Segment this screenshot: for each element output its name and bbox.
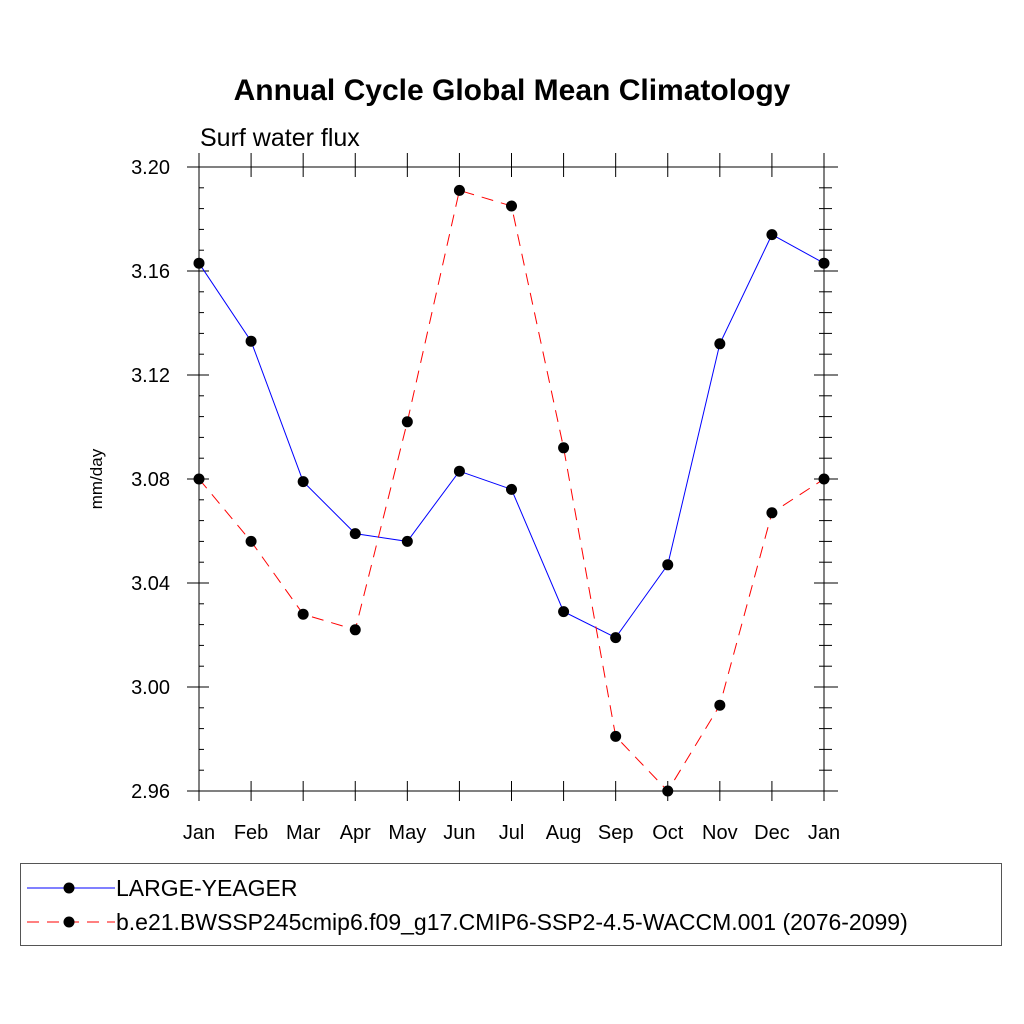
series-2-point [610, 730, 622, 742]
x-tick-label: Dec [754, 822, 790, 844]
legend: LARGE-YEAGER b.e21.BWSSP245cmip6.f09_g17… [20, 863, 1002, 946]
chart-subtitle: Surf water flux [200, 124, 360, 152]
legend-item-large-yeager: LARGE-YEAGER [21, 872, 1001, 908]
x-tick-label: Jul [499, 822, 525, 844]
series-1-point [245, 335, 257, 347]
y-tick-label: 3.04 [131, 573, 170, 595]
legend-label-2: b.e21.BWSSP245cmip6.f09_g17.CMIP6-SSP2-4… [116, 909, 908, 935]
y-tick-label: 3.00 [131, 677, 170, 699]
x-tick-label: Sep [598, 822, 634, 844]
series-1-point [610, 632, 622, 644]
series-2-point [349, 624, 361, 636]
series-2-point [818, 473, 830, 485]
legend-swatch-blue-solid [27, 882, 115, 894]
series-2-point [766, 507, 778, 519]
y-axis-label: mm/day [87, 448, 106, 509]
chart-title: Annual Cycle Global Mean Climatology [234, 74, 791, 107]
series-1-point [297, 476, 309, 488]
series-1-point [818, 257, 830, 269]
y-tick-label: 2.96 [131, 781, 170, 803]
series-1-point [714, 338, 726, 350]
series-2-point [193, 473, 205, 485]
series-1-point [401, 535, 413, 547]
x-tick-label: Aug [546, 822, 582, 844]
x-tick-label: Jan [808, 822, 840, 844]
series-2-point [297, 608, 309, 620]
y-tick-label: 3.20 [131, 157, 170, 179]
series-1-point [193, 257, 205, 269]
series-markers [193, 184, 830, 797]
series-2-point [662, 785, 674, 797]
series-1-point [349, 528, 361, 540]
series-line-1 [198, 233, 825, 639]
series-2-point [453, 184, 465, 196]
series-2-point [714, 699, 726, 711]
legend-item-waccm: b.e21.BWSSP245cmip6.f09_g17.CMIP6-SSP2-4… [21, 906, 1001, 942]
x-tick-label: Oct [652, 822, 684, 844]
series-1-point [453, 465, 465, 477]
series-2-point [558, 442, 570, 454]
y-tick-label: 3.16 [131, 261, 170, 283]
x-tick-label: Jan [183, 822, 215, 844]
x-tick-label: Apr [340, 822, 371, 844]
x-tick-label: Jun [443, 822, 475, 844]
legend-label-1: LARGE-YEAGER [116, 875, 298, 901]
chart-canvas: Annual Cycle Global Mean Climatology Sur… [87, 74, 840, 844]
x-tick-label: Feb [234, 822, 268, 844]
x-tick-label: May [388, 822, 426, 844]
series-2-point [245, 535, 257, 547]
series-1-point [558, 606, 570, 618]
plot-frame [198, 166, 825, 792]
series-1-point [766, 229, 778, 241]
series-1-point [662, 559, 674, 571]
y-tick-label: 3.08 [131, 469, 170, 491]
y-tick-label: 3.12 [131, 365, 170, 387]
x-tick-label: Nov [702, 822, 738, 844]
series-1-point [506, 483, 517, 495]
axis-ticks: Jan Feb Mar Apr May Jun Jul Aug Sep Oct Nov Dec Jan 3… [131, 153, 840, 844]
series-2-point [506, 200, 517, 212]
legend-swatch-red-dashed [27, 916, 115, 928]
series-2-point [401, 416, 413, 428]
x-tick-label: Mar [286, 822, 321, 844]
